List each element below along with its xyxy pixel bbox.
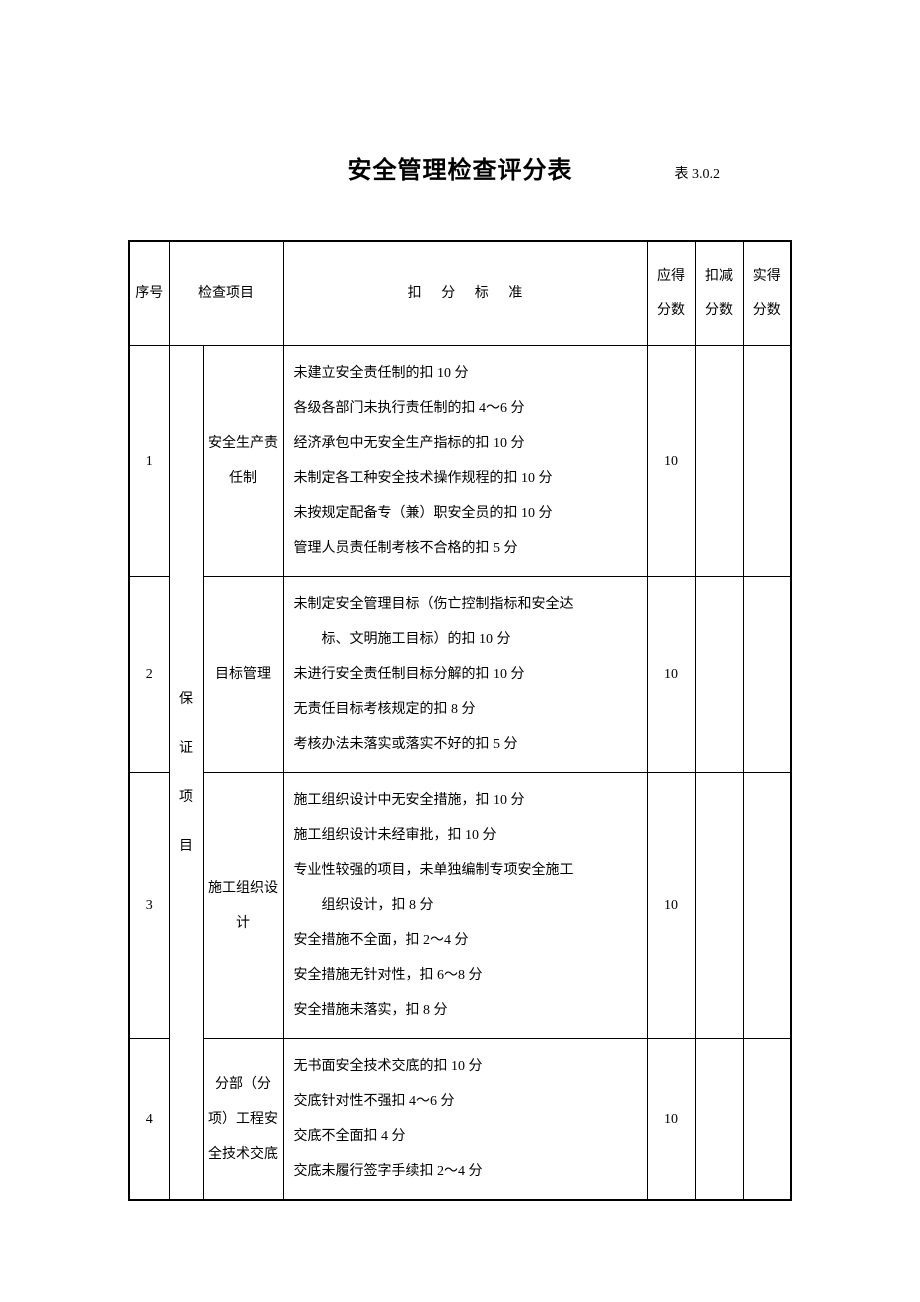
criteria-line: 考核办法未落实或落实不好的扣 5 分: [294, 727, 639, 762]
criteria-line: 管理人员责任制考核不合格的扣 5 分: [294, 531, 639, 566]
cell-sub-item: 分部（分项）工程安全技术交底: [203, 1039, 283, 1201]
cell-shide: [743, 577, 791, 773]
cell-koujian: [695, 1039, 743, 1201]
scoring-table: 序号 检查项目 扣分标准 应得分数 扣减分数 实得分数 1保证项目安全生产责任制…: [128, 240, 792, 1201]
criteria-line: 交底不全面扣 4 分: [294, 1119, 639, 1154]
header-criteria-part: 扣: [408, 286, 422, 301]
cell-sub-item: 安全生产责任制: [203, 346, 283, 577]
cell-koujian: [695, 577, 743, 773]
header-criteria-part: 分: [441, 286, 455, 301]
cell-criteria: 无书面安全技术交底的扣 10 分交底针对性不强扣 4～6 分交底不全面扣 4 分…: [283, 1039, 647, 1201]
criteria-line: 未建立安全责任制的扣 10 分: [294, 356, 639, 391]
criteria-line: 组织设计，扣 8 分: [294, 888, 639, 923]
criteria-line: 未制定安全管理目标（伤亡控制指标和安全达: [294, 587, 639, 622]
cell-shide: [743, 1039, 791, 1201]
table-body: 1保证项目安全生产责任制未建立安全责任制的扣 10 分各级各部门未执行责任制的扣…: [129, 346, 791, 1201]
cell-category: 保证项目: [169, 346, 203, 1201]
criteria-line: 交底未履行签字手续扣 2～4 分: [294, 1154, 639, 1189]
header-criteria: 扣分标准: [283, 241, 647, 346]
header-koujian: 扣减分数: [695, 241, 743, 346]
cell-seq: 4: [129, 1039, 169, 1201]
cell-yingde: 10: [647, 1039, 695, 1201]
page-title: 安全管理检查评分表: [348, 150, 573, 185]
cell-seq: 2: [129, 577, 169, 773]
criteria-line: 安全措施无针对性，扣 6～8 分: [294, 958, 639, 993]
document-page: 安全管理检查评分表 表 3.0.2 序号 检查项目 扣 分 标 准 应得分数 扣减分数…: [0, 0, 920, 1281]
criteria-line: 经济承包中无安全生产指标的扣 10 分: [294, 426, 639, 461]
criteria-line: 标、文明施工目标）的扣 10 分: [294, 622, 639, 657]
category-char: 项: [172, 773, 201, 822]
cell-yingde: 10: [647, 773, 695, 1039]
cell-seq: 3: [129, 773, 169, 1039]
cell-sub-item: 施工组织设计: [203, 773, 283, 1039]
criteria-line: 无责任目标考核规定的扣 8 分: [294, 692, 639, 727]
cell-yingde: 10: [647, 577, 695, 773]
table-row: 3 施工组织设计施工组织设计中无安全措施，扣 10 分施工组织设计未经审批，扣 1…: [129, 773, 791, 1039]
cell-criteria: 施工组织设计中无安全措施，扣 10 分施工组织设计未经审批，扣 10 分专业性较…: [283, 773, 647, 1039]
title-row: 安全管理检查评分表 表 3.0.2: [128, 150, 792, 185]
table-row: 2 目标管理未制定安全管理目标（伤亡控制指标和安全达标、文明施工目标）的扣 10 …: [129, 577, 791, 773]
cell-shide: [743, 773, 791, 1039]
criteria-line: 施工组织设计未经审批，扣 10 分: [294, 818, 639, 853]
criteria-line: 安全措施不全面，扣 2～4 分: [294, 923, 639, 958]
criteria-line: 施工组织设计中无安全措施，扣 10 分: [294, 783, 639, 818]
cell-criteria: 未制定安全管理目标（伤亡控制指标和安全达标、文明施工目标）的扣 10 分未进行安…: [283, 577, 647, 773]
criteria-line: 安全措施未落实，扣 8 分: [294, 993, 639, 1028]
table-row: 4 分部（分项）工程安全技术交底无书面安全技术交底的扣 10 分交底针对性不强扣 …: [129, 1039, 791, 1201]
header-criteria-part: 准: [508, 286, 522, 301]
criteria-line: 未按规定配备专（兼）职安全员的扣 10 分: [294, 496, 639, 531]
criteria-line: 无书面安全技术交底的扣 10 分: [294, 1049, 639, 1084]
cell-koujian: [695, 346, 743, 577]
cell-koujian: [695, 773, 743, 1039]
cell-criteria: 未建立安全责任制的扣 10 分各级各部门未执行责任制的扣 4～6 分经济承包中无…: [283, 346, 647, 577]
category-char: 保: [172, 675, 201, 724]
cell-shide: [743, 346, 791, 577]
criteria-line: 交底针对性不强扣 4～6 分: [294, 1084, 639, 1119]
table-number-label: 表 3.0.2: [675, 163, 721, 183]
criteria-line: 未制定各工种安全技术操作规程的扣 10 分: [294, 461, 639, 496]
table-row: 1保证项目安全生产责任制未建立安全责任制的扣 10 分各级各部门未执行责任制的扣…: [129, 346, 791, 577]
category-char: 证: [172, 724, 201, 773]
header-yingde: 应得分数: [647, 241, 695, 346]
criteria-line: 各级各部门未执行责任制的扣 4～6 分: [294, 391, 639, 426]
cell-seq: 1: [129, 346, 169, 577]
cell-sub-item: 目标管理: [203, 577, 283, 773]
header-seq: 序号: [129, 241, 169, 346]
header-criteria-part: 标: [475, 286, 489, 301]
header-shide: 实得分数: [743, 241, 791, 346]
criteria-line: 专业性较强的项目，未单独编制专项安全施工: [294, 853, 639, 888]
category-char: 目: [172, 822, 201, 871]
cell-yingde: 10: [647, 346, 695, 577]
table-header-row: 序号 检查项目 扣 分 标 准 应得分数 扣减分数 实得分数: [129, 241, 791, 346]
criteria-line: 未进行安全责任制目标分解的扣 10 分: [294, 657, 639, 692]
header-item: 检查项目: [169, 241, 283, 346]
